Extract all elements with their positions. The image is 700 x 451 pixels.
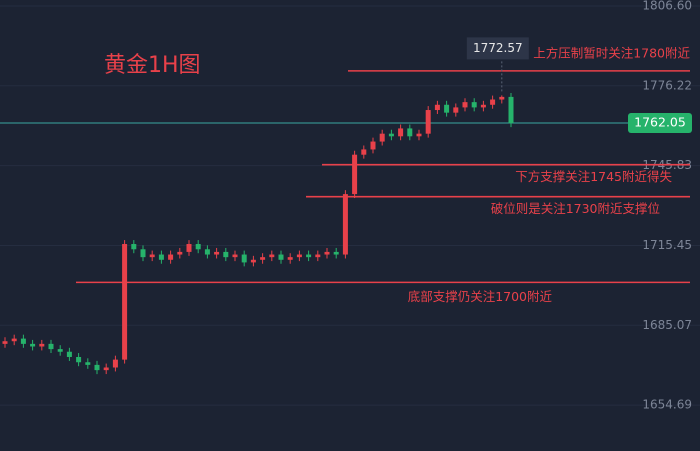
candle-body	[48, 343, 54, 350]
y-tick-label: 1806.60	[642, 0, 692, 12]
level-label: 底部支撑仍关注1700附近	[408, 289, 553, 304]
last-price-box	[628, 113, 692, 134]
candle-body	[177, 251, 183, 255]
candle-body	[250, 259, 256, 263]
y-tick-label: 1715.45	[642, 238, 692, 252]
level-label: 破位则是关注1730附近支撑位	[491, 201, 660, 216]
y-tick-label: 1685.07	[642, 318, 692, 332]
candle-body	[11, 338, 17, 342]
candle-body	[149, 254, 155, 258]
candle-body	[352, 154, 358, 195]
candle-body	[379, 133, 385, 142]
candle-body	[66, 351, 72, 357]
candle-body	[407, 128, 413, 137]
candle-body	[204, 249, 210, 255]
candle-body	[2, 341, 8, 344]
high-label: 1772.57	[473, 41, 523, 55]
high-label-box	[466, 37, 529, 60]
candle-body	[388, 133, 394, 137]
candle-body	[416, 133, 422, 137]
candle-body	[112, 359, 118, 368]
candle-body	[260, 257, 266, 260]
level-label: 上方压制暂时关注1780附近	[533, 45, 690, 60]
candle-body	[103, 367, 109, 371]
candle-body	[232, 254, 238, 258]
candle-body	[324, 251, 330, 255]
candle-body	[94, 364, 100, 371]
candle-body	[186, 244, 192, 252]
level-label: 下方支撑关注1745附近得失	[515, 169, 672, 184]
candle-body	[425, 110, 431, 134]
candle-body	[131, 244, 137, 250]
candle-body	[241, 254, 247, 263]
candle-body	[361, 149, 367, 155]
candle-body	[434, 104, 440, 111]
candle-body	[480, 104, 486, 108]
candle-body	[453, 107, 459, 113]
candle-body	[444, 104, 450, 113]
candle-body	[278, 254, 284, 260]
candle-body	[140, 249, 146, 258]
last-price-label: 1762.05	[634, 115, 686, 130]
candle-body	[223, 251, 229, 258]
candle-body	[508, 96, 514, 124]
candle-body	[462, 102, 468, 108]
candle-body	[342, 194, 348, 255]
y-tick-label: 1776.22	[642, 78, 692, 92]
candle-body	[499, 96, 505, 100]
candle-body	[214, 251, 220, 255]
y-tick-label: 1654.69	[642, 398, 692, 412]
candle-body	[30, 343, 36, 347]
candle-body	[370, 141, 376, 150]
candle-body	[76, 356, 82, 363]
candle-body	[315, 254, 321, 258]
candle-body	[269, 254, 275, 258]
candle-body	[287, 257, 293, 260]
candle-body	[57, 349, 63, 352]
candle-body	[39, 343, 45, 347]
chart-title: 黄金1H图	[104, 53, 201, 78]
candle-body	[20, 338, 26, 344]
candle-body	[471, 102, 477, 108]
candle-body	[158, 254, 164, 260]
candle-body	[296, 254, 302, 258]
candle-body	[306, 254, 312, 258]
candle-body	[195, 244, 201, 250]
candle-body	[168, 254, 174, 260]
candle-body	[333, 251, 339, 255]
candle-body	[490, 99, 496, 105]
candle-body	[122, 244, 128, 360]
candle-body	[398, 128, 404, 137]
candle-body	[85, 362, 91, 365]
